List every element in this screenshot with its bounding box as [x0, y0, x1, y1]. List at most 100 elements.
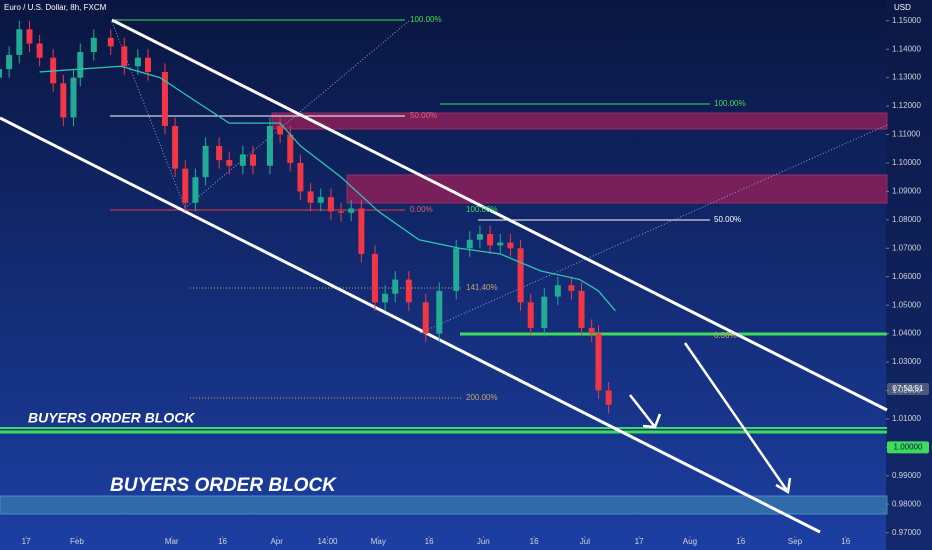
arrowhead: [642, 413, 662, 429]
y-tick-label: 1.06000: [892, 272, 921, 281]
chart-title: Euro / U.S. Dollar, 8h, FXCM: [4, 3, 107, 12]
zone-label: BUYERS ORDER BLOCK: [28, 410, 195, 426]
x-tick-label: Jul: [580, 537, 590, 546]
y-tick-label: 1.04000: [892, 329, 921, 338]
x-tick-label: 16: [218, 537, 227, 546]
x-tick-label: Mar: [165, 537, 179, 546]
candle-body: [239, 154, 246, 166]
x-tick-label: Sep: [788, 537, 803, 546]
candle-body: [161, 71, 168, 126]
candle-body: [90, 37, 97, 53]
y-tick-label: 0.98000: [892, 499, 921, 508]
candle-body: [554, 285, 561, 297]
y-tick-label: 1.01000: [892, 414, 921, 423]
candle-body: [317, 197, 324, 203]
candle-body: [266, 125, 273, 166]
candle-body: [371, 253, 378, 303]
fib-label: 100.00%: [466, 205, 498, 214]
candle-body: [172, 125, 179, 169]
candle-body: [595, 333, 602, 391]
y-tick-label: 1.11000: [892, 130, 921, 139]
y-tick-label: 1.08000: [892, 215, 921, 224]
fib-label: 141.40%: [466, 283, 498, 292]
channel-line: [111, 18, 888, 412]
x-tick-label: 14:00: [317, 537, 338, 546]
candle-body: [0, 69, 2, 78]
y-tick-label: 1.02000: [892, 386, 921, 395]
y-tick-label: 1.03000: [892, 357, 921, 366]
candle-body: [60, 83, 67, 118]
y-tick-label: 1.13000: [892, 73, 921, 82]
y-tick-label: 1.05000: [892, 300, 921, 309]
supply-zone: [346, 174, 888, 204]
candle-body: [226, 160, 233, 166]
candle-body: [70, 77, 77, 118]
candle-body: [192, 177, 199, 203]
candle-body: [107, 37, 114, 47]
candle-body: [605, 390, 612, 405]
countdown-box: [887, 383, 929, 395]
fib-label: 0.00%: [714, 331, 737, 340]
candle-body: [216, 145, 223, 161]
candle-body: [405, 279, 412, 303]
candles: [0, 20, 612, 414]
fib-trend: [184, 19, 411, 209]
candle-body: [121, 46, 128, 67]
y-tick-label: 1.12000: [892, 101, 921, 110]
y-tick-label: 1.09000: [892, 187, 921, 196]
y-tick-label: 1.14000: [892, 44, 921, 53]
candle-body: [507, 242, 514, 249]
fib-label: 50.00%: [410, 111, 437, 120]
candle-body: [527, 302, 534, 328]
candle-body: [517, 248, 524, 303]
x-tick-label: 17: [22, 537, 31, 546]
candle-body: [541, 296, 548, 328]
supply-zone: [271, 112, 888, 130]
candle-body: [382, 293, 389, 303]
candle-body: [578, 290, 585, 328]
y-tick-label: 1.07000: [892, 243, 921, 252]
x-tick-label: 16: [841, 537, 850, 546]
candle-body: [250, 154, 257, 166]
fib-label: 50.00%: [714, 215, 741, 224]
price-axis-panel: [886, 0, 932, 550]
candle-body: [392, 279, 399, 294]
candle-body: [26, 29, 33, 44]
x-tick-label: 17: [635, 537, 644, 546]
candle-body: [307, 191, 314, 203]
candle-body: [134, 57, 141, 67]
candle-body: [16, 29, 23, 55]
candle-body: [436, 290, 443, 334]
candle-body: [297, 162, 304, 192]
fib-label: 200.00%: [466, 393, 498, 402]
candle-body: [145, 57, 152, 72]
candle-body: [277, 125, 284, 135]
x-tick-label: 16: [736, 537, 745, 546]
candle-body: [182, 168, 189, 203]
candle-body: [497, 242, 504, 246]
x-tick-label: Feb: [70, 537, 84, 546]
x-tick-label: May: [371, 537, 386, 546]
x-tick-label: 16: [425, 537, 434, 546]
candle-body: [466, 239, 473, 249]
candle-body: [476, 234, 483, 240]
y-tick-label: 1.15000: [892, 16, 921, 25]
zone-label: BUYERS ORDER BLOCK: [110, 475, 337, 496]
candle-body: [588, 327, 595, 334]
demand-zone: [0, 495, 888, 515]
y-tick-label: 0.99000: [892, 471, 921, 480]
candle-body: [36, 43, 43, 58]
candle-body: [422, 302, 429, 334]
candle-body: [358, 208, 365, 254]
x-tick-label: Jun: [477, 537, 490, 546]
fib-label: 100.00%: [714, 99, 746, 108]
fib-label: 100.00%: [410, 15, 442, 24]
x-tick-label: Aug: [683, 537, 697, 546]
y-tick-label: 1.10000: [892, 158, 921, 167]
candle-body: [348, 208, 355, 213]
arrowhead: [775, 477, 792, 495]
candle-body: [287, 134, 294, 163]
arrow: [683, 342, 790, 493]
